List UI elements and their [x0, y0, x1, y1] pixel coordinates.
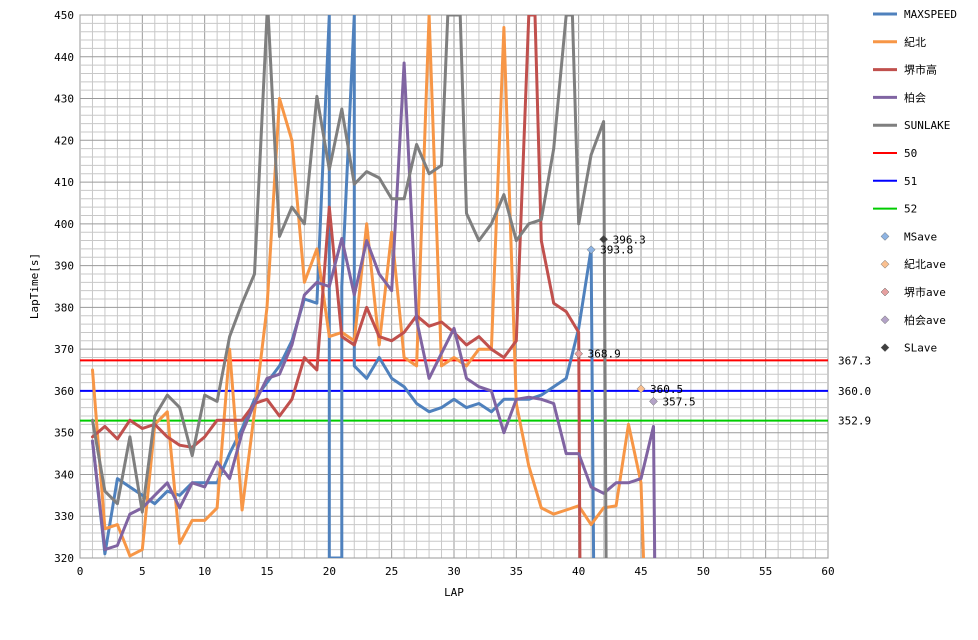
reference-line-label: 352.9 — [838, 415, 871, 428]
legend-label: 堺市高 — [904, 63, 937, 77]
y-tick-label: 450 — [54, 9, 74, 22]
legend-label: 51 — [904, 175, 917, 188]
y-tick-label: 340 — [54, 468, 74, 481]
marker-MSave — [586, 245, 596, 255]
legend-label: MAXSPEED — [904, 8, 957, 21]
series-line-堺市高 — [91, 15, 582, 558]
legend-label: 堺市ave — [904, 285, 946, 299]
legend-label: 紀北ave — [904, 258, 946, 271]
y-tick-label: 330 — [54, 510, 74, 523]
legend-label: 50 — [904, 147, 917, 160]
y-tick-label: 430 — [54, 93, 74, 106]
legend-label: 紀北 — [904, 36, 926, 49]
x-tick-label: 0 — [77, 565, 84, 578]
x-tick-label: 40 — [572, 565, 585, 578]
grid — [79, 14, 829, 559]
legend-label: 柏会ave — [904, 313, 946, 327]
marker-堺市ave — [574, 349, 584, 359]
legend-label: 52 — [904, 203, 917, 216]
y-axis-label: LapTime[s] — [28, 253, 41, 319]
series-line-紀北 — [91, 15, 645, 558]
marker-label: 368.9 — [588, 348, 621, 361]
legend-swatch-SLave — [880, 343, 890, 352]
x-tick-label: 10 — [198, 565, 211, 578]
legend-label: 柏会 — [904, 90, 926, 104]
x-tick-label: 15 — [260, 565, 273, 578]
x-tick-label: 45 — [634, 565, 647, 578]
series-lines — [91, 15, 657, 558]
y-tick-label: 390 — [54, 260, 74, 273]
x-tick-label: 60 — [821, 565, 834, 578]
series-line-SUNLAKE — [91, 15, 608, 558]
reference-lines — [80, 359, 828, 422]
x-tick-label: 50 — [697, 565, 710, 578]
legend-swatch-紀北ave — [880, 259, 890, 269]
y-tick-label: 320 — [54, 552, 74, 565]
legend-label: SUNLAKE — [904, 119, 950, 132]
x-tick-label: 35 — [510, 565, 523, 578]
y-tick-label: 410 — [54, 176, 74, 189]
y-tick-label: 360 — [54, 385, 74, 398]
x-tick-label: 5 — [139, 565, 146, 578]
x-tick-label: 20 — [323, 565, 336, 578]
y-tick-label: 350 — [54, 427, 74, 440]
legend-label: SLave — [904, 342, 937, 355]
x-tick-label: 30 — [447, 565, 460, 578]
reference-line-label: 360.0 — [838, 385, 871, 398]
marker-label: 360.5 — [650, 383, 683, 396]
y-tick-label: 440 — [54, 51, 74, 64]
marker-label: 357.5 — [662, 395, 695, 408]
legend-label: MSave — [904, 230, 937, 243]
series-line-MAXSPEED — [91, 15, 596, 558]
marker-柏会ave — [649, 397, 658, 406]
marker-label: 393.8 — [600, 244, 633, 257]
y-tick-label: 370 — [54, 343, 74, 356]
series-line-柏会 — [91, 61, 657, 558]
x-axis-label: LAP — [444, 586, 464, 599]
legend-swatch-MSave — [880, 232, 890, 241]
y-tick-label: 400 — [54, 218, 74, 231]
y-tick-label: 380 — [54, 301, 74, 314]
average-markers: 393.8 360.5 368.9 357.5 396.3 — [574, 233, 696, 408]
marker-label: 396.3 — [613, 233, 646, 246]
reference-line-labels: 367.3 360.0 352.9 — [838, 354, 871, 427]
reference-line-label: 367.3 — [838, 354, 871, 367]
x-tick-label: 55 — [759, 565, 772, 578]
marker-SLave — [599, 234, 608, 244]
x-tick-label: 25 — [385, 565, 398, 578]
y-tick-label: 420 — [54, 134, 74, 147]
legend-swatch-柏会ave — [880, 315, 890, 325]
legend-swatch-堺市ave — [880, 287, 890, 297]
marker-紀北ave — [636, 384, 646, 394]
axis-ticks: 0 5 10 15 20 25 30 35 40 45 50 55 60 320 330 340 350 360 3… — [54, 9, 835, 578]
